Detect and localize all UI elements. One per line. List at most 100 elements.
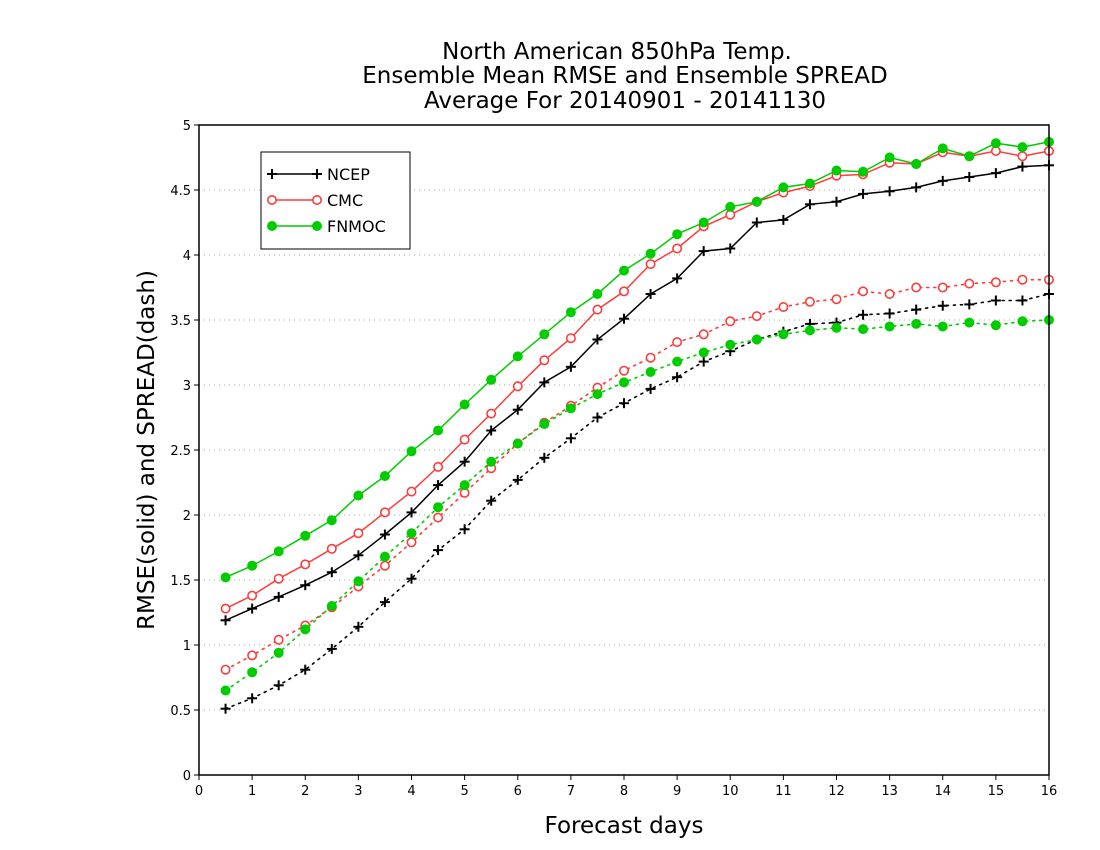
ncep-rmse-point-5 xyxy=(353,550,364,561)
cmc-rmse-point-17 xyxy=(672,243,683,254)
cmc-spread-point-19 xyxy=(725,316,736,327)
fnmoc-rmse-point-25 xyxy=(884,152,895,163)
legend-marker-start-ncep xyxy=(267,169,277,179)
title-line-2: Ensemble Mean RMSE and Ensemble SPREAD xyxy=(362,63,887,89)
x-tick-label-8: 8 xyxy=(620,784,628,799)
fnmoc-spread-point-21 xyxy=(778,329,789,340)
x-tick-label-13: 13 xyxy=(881,784,898,799)
ncep-rmse-point-16 xyxy=(645,289,656,299)
fnmoc-rmse-point-6 xyxy=(379,471,390,481)
x-tick-label-14: 14 xyxy=(934,784,951,799)
fnmoc-rmse-series xyxy=(220,136,1054,583)
ncep-rmse-point-13 xyxy=(565,361,576,372)
cmc-spread-point-2 xyxy=(273,634,284,645)
ncep-rmse-point-1 xyxy=(247,603,258,614)
cmc-spread-point-28 xyxy=(964,278,975,289)
cmc-spread-point-26 xyxy=(911,282,922,293)
cmc-rmse-point-14 xyxy=(592,304,603,315)
ncep-spread-point-12 xyxy=(539,452,550,463)
fnmoc-spread-point-0 xyxy=(220,685,231,696)
ncep-rmse-point-28 xyxy=(964,172,975,182)
ncep-spread-point-4 xyxy=(326,643,337,654)
fnmoc-spread-point-11 xyxy=(512,438,523,449)
cmc-spread-point-27 xyxy=(937,282,948,293)
ncep-spread-point-25 xyxy=(884,308,895,319)
ncep-spread-point-24 xyxy=(858,309,869,320)
y-tick-label-10: 5 xyxy=(183,119,191,134)
fnmoc-spread-point-1 xyxy=(247,667,258,678)
axis-ticks: 00.511.522.533.544.550 1 2 3 4 5 6 7 8 9 10 11 12 13 1… xyxy=(170,119,1057,799)
ncep-spread-point-9 xyxy=(459,524,470,535)
fnmoc-spread-point-16 xyxy=(645,367,656,377)
ncep-rmse-point-25 xyxy=(884,186,895,197)
x-tick-label-11: 11 xyxy=(775,784,792,799)
ncep-rmse-point-21 xyxy=(778,214,789,225)
fnmoc-spread-point-4 xyxy=(326,601,337,611)
fnmoc-spread-point-23 xyxy=(831,322,842,333)
ncep-spread-point-14 xyxy=(592,412,603,423)
ncep-rmse-point-18 xyxy=(698,246,709,257)
legend-marker-start-fnmoc xyxy=(267,221,277,231)
legend-label-fnmoc: FNMOC xyxy=(327,217,386,236)
cmc-spread-point-22 xyxy=(804,296,815,307)
fnmoc-spread-point-17 xyxy=(672,356,683,367)
fnmoc-spread-point-3 xyxy=(300,624,311,635)
legend-item-fnmoc: FNMOC xyxy=(267,217,386,236)
fnmoc-spread-point-10 xyxy=(486,456,497,467)
cmc-spread-point-25 xyxy=(884,288,895,299)
cmc-spread-point-30 xyxy=(1017,274,1028,285)
ncep-spread-point-2 xyxy=(273,680,284,691)
y-tick-label-7: 3.5 xyxy=(170,314,191,329)
y-axis-label: RMSE(solid) and SPREAD(dash) xyxy=(134,270,160,630)
cmc-rmse-point-7 xyxy=(406,486,417,497)
fnmoc-spread-point-5 xyxy=(353,576,364,587)
fnmoc-spread-point-22 xyxy=(804,325,815,336)
fnmoc-rmse-point-10 xyxy=(486,374,497,385)
ncep-rmse-point-14 xyxy=(592,334,603,345)
ncep-spread-point-0 xyxy=(220,703,231,714)
cmc-spread-point-18 xyxy=(698,329,709,340)
ncep-rmse-point-24 xyxy=(858,188,869,199)
fnmoc-rmse-point-13 xyxy=(565,307,576,318)
ncep-rmse-point-0 xyxy=(220,615,231,626)
fnmoc-rmse-point-3 xyxy=(300,530,311,541)
cmc-rmse-point-8 xyxy=(433,461,444,472)
y-tick-label-5: 2.5 xyxy=(170,444,191,459)
fnmoc-spread-point-28 xyxy=(964,317,975,328)
ncep-spread-point-1 xyxy=(247,693,258,704)
legend-item-cmc: CMC xyxy=(266,191,363,210)
x-axis-label: Forecast days xyxy=(545,813,704,839)
cmc-rmse-point-9 xyxy=(459,434,470,445)
x-tick-label-6: 6 xyxy=(514,784,522,799)
fnmoc-spread-point-26 xyxy=(911,318,922,329)
fnmoc-rmse-point-29 xyxy=(990,138,1001,149)
fnmoc-rmse-point-11 xyxy=(512,351,523,362)
fnmoc-rmse-point-16 xyxy=(645,248,656,259)
x-tick-label-15: 15 xyxy=(988,784,1005,799)
x-tick-label-0: 0 xyxy=(195,784,203,799)
fnmoc-spread-series xyxy=(220,315,1054,696)
cmc-rmse-point-12 xyxy=(539,355,550,366)
y-tick-label-4: 2 xyxy=(183,509,191,524)
ncep-rmse-point-22 xyxy=(804,199,815,210)
ncep-rmse-point-6 xyxy=(379,529,390,540)
cmc-spread-point-0 xyxy=(220,664,231,675)
ncep-spread-point-5 xyxy=(353,621,364,632)
ncep-spread-point-30 xyxy=(1017,295,1028,306)
cmc-rmse-point-6 xyxy=(379,507,390,518)
ncep-spread-point-17 xyxy=(672,372,683,383)
fnmoc-rmse-point-0 xyxy=(220,572,231,583)
fnmoc-rmse-point-1 xyxy=(247,560,258,571)
cmc-rmse-point-5 xyxy=(353,528,364,539)
x-tick-label-4: 4 xyxy=(407,784,415,799)
fnmoc-rmse-point-18 xyxy=(698,217,709,228)
y-tick-label-9: 4.5 xyxy=(170,184,191,199)
fnmoc-rmse-point-5 xyxy=(353,490,364,501)
x-tick-label-1: 1 xyxy=(248,784,256,799)
cmc-spread-point-16 xyxy=(645,352,656,363)
ncep-rmse-point-8 xyxy=(433,480,444,491)
ncep-spread-point-6 xyxy=(379,597,390,608)
cmc-rmse-point-3 xyxy=(300,559,311,570)
legend-marker-end-cmc xyxy=(311,195,322,206)
cmc-spread-point-24 xyxy=(858,286,869,297)
